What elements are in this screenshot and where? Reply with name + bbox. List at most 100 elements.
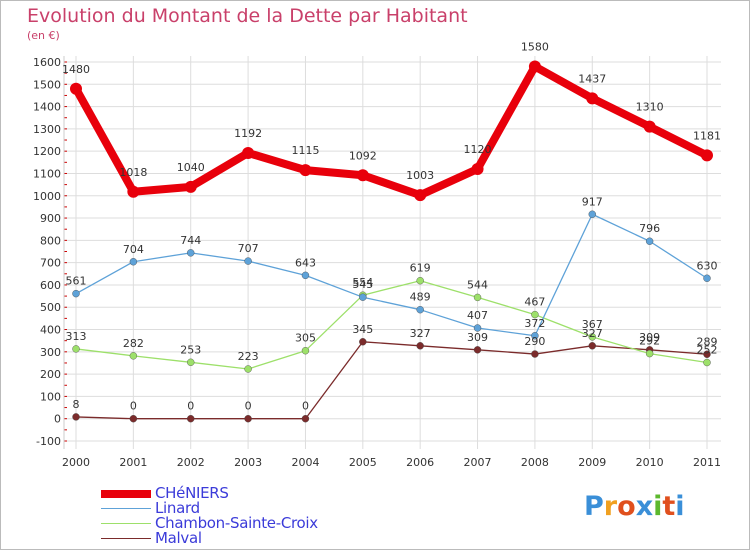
data-label: 327 <box>582 327 603 340</box>
legend-label-chambon: Chambon-Sainte-Croix <box>155 514 318 532</box>
data-label: 289 <box>697 335 718 348</box>
data-point <box>129 258 138 266</box>
data-label: 252 <box>697 344 718 357</box>
series-line-1 <box>75 213 708 337</box>
data-label: 545 <box>352 278 373 291</box>
y-tick-label: 900 <box>40 212 61 225</box>
x-tick-label: 2010 <box>636 456 664 469</box>
series-line-2 <box>75 280 708 370</box>
data-label: 1181 <box>693 129 721 142</box>
data-point <box>703 274 711 282</box>
data-point <box>72 345 80 353</box>
brand-letter: i <box>653 491 663 522</box>
legend-label-cheniers: CHéNIERS <box>155 484 229 502</box>
legend-item-linard: Linard <box>101 501 318 516</box>
y-tick-label: 0 <box>54 413 61 426</box>
data-label: 544 <box>467 278 488 291</box>
data-point <box>244 415 252 423</box>
data-label: 1120 <box>464 143 492 156</box>
y-tick-label: 1000 <box>33 190 61 203</box>
y-tick-label: 1100 <box>33 167 61 180</box>
legend-item-cheniers: CHéNIERS <box>101 486 318 501</box>
data-label: 372 <box>524 317 545 330</box>
chart-title: Evolution du Montant de la Dette par Hab… <box>27 5 468 27</box>
data-label: 744 <box>180 234 201 247</box>
data-point <box>645 237 654 245</box>
data-point <box>187 415 195 423</box>
y-tick-label: 1300 <box>33 123 61 136</box>
data-label: 0 <box>245 400 252 413</box>
data-label: 0 <box>302 400 309 413</box>
data-point <box>414 189 427 202</box>
data-label: 0 <box>130 400 137 413</box>
data-label: 223 <box>238 350 259 363</box>
data-point <box>645 349 654 358</box>
data-point <box>187 249 195 257</box>
data-point <box>531 310 539 319</box>
legend-swatch-cheniers <box>101 489 151 498</box>
data-label: 253 <box>180 343 201 356</box>
brand-letter: i <box>675 491 685 522</box>
legend-label-linard: Linard <box>155 499 200 517</box>
data-point <box>359 293 367 301</box>
data-label: 345 <box>352 323 373 336</box>
data-label: 1480 <box>62 63 90 76</box>
data-point <box>187 358 195 367</box>
data-label: 0 <box>187 400 194 413</box>
data-label: 619 <box>410 262 431 275</box>
data-label: 707 <box>238 242 259 255</box>
data-label: 489 <box>410 291 431 304</box>
y-tick-label: 300 <box>40 346 61 359</box>
data-label: 1115 <box>291 144 319 157</box>
legend-swatch-linard <box>101 507 151 510</box>
data-point <box>473 293 482 302</box>
y-tick-label: 100 <box>40 390 61 403</box>
data-label: 796 <box>639 222 660 235</box>
legend: CHéNIERS Linard Chambon-Sainte-Croix Mal… <box>101 486 318 546</box>
chart-unit-label: (en €) <box>27 29 60 42</box>
y-tick-label: 700 <box>40 257 61 270</box>
data-label: 1310 <box>636 101 664 114</box>
x-tick-label: 2001 <box>119 456 147 469</box>
data-label: 309 <box>639 331 660 344</box>
legend-swatch-chambon <box>101 522 151 525</box>
data-point <box>301 347 310 355</box>
proxiti-logo: Proxiti <box>584 491 685 522</box>
x-tick-label: 2000 <box>62 456 90 469</box>
y-tick-label: 400 <box>40 324 61 337</box>
data-label: 554 <box>352 276 373 289</box>
data-label: 1437 <box>578 72 606 85</box>
data-point <box>416 305 424 314</box>
y-tick-label: 200 <box>40 368 61 381</box>
data-label: 1018 <box>119 166 147 179</box>
legend-item-malval: Malval <box>101 531 318 546</box>
data-point <box>301 415 310 423</box>
data-label: 630 <box>697 259 718 272</box>
y-tick-label: -100 <box>36 435 61 448</box>
data-point <box>70 82 82 95</box>
y-tick-label: 1200 <box>33 145 61 158</box>
data-point <box>473 346 482 354</box>
y-tick-label: 600 <box>40 279 61 292</box>
brand-letter: t <box>662 491 676 522</box>
data-label: 305 <box>295 332 316 345</box>
data-point <box>528 60 541 73</box>
data-point <box>356 169 369 182</box>
data-label: 367 <box>582 318 603 331</box>
data-point <box>643 120 656 133</box>
data-point <box>72 413 80 421</box>
data-point <box>184 180 197 193</box>
data-point <box>359 338 367 346</box>
data-label: 292 <box>639 335 660 348</box>
data-point <box>416 342 424 350</box>
data-point <box>473 324 482 332</box>
data-point <box>471 163 484 176</box>
data-label: 1003 <box>406 169 434 182</box>
series-line-3 <box>75 341 708 420</box>
data-label: 313 <box>66 330 87 343</box>
data-label: 704 <box>123 243 144 256</box>
data-label: 643 <box>295 256 316 269</box>
y-tick-label: 1600 <box>33 56 61 69</box>
legend-swatch-malval <box>101 537 151 540</box>
